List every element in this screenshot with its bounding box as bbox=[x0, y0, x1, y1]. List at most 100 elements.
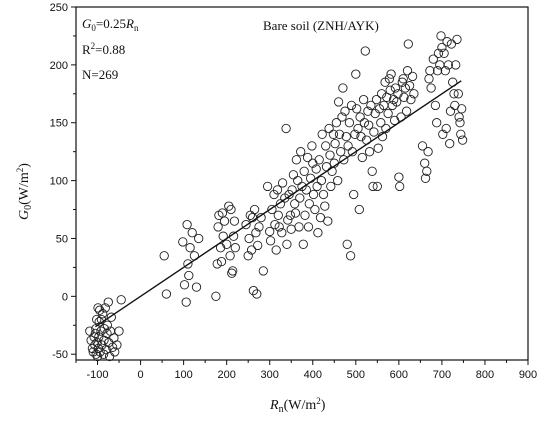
data-point bbox=[346, 100, 357, 111]
data-point bbox=[302, 152, 313, 163]
data-point bbox=[357, 152, 367, 163]
data-point bbox=[243, 251, 253, 261]
data-point bbox=[401, 106, 412, 116]
data-point bbox=[452, 34, 462, 45]
data-point bbox=[307, 141, 317, 151]
data-point bbox=[98, 349, 109, 359]
y-tick-label: 0 bbox=[62, 291, 68, 303]
data-point bbox=[282, 239, 292, 249]
x-tick-label: 300 bbox=[261, 369, 279, 381]
data-point bbox=[402, 66, 413, 76]
axis-ticks bbox=[71, 6, 529, 365]
data-point bbox=[272, 185, 283, 195]
data-point bbox=[299, 166, 309, 176]
data-point bbox=[245, 210, 255, 220]
data-point bbox=[321, 141, 331, 151]
data-point bbox=[251, 228, 261, 238]
data-point bbox=[356, 131, 366, 142]
data-point bbox=[185, 243, 195, 253]
data-point bbox=[397, 77, 407, 87]
data-point bbox=[420, 173, 431, 183]
x-tick-label: 100 bbox=[174, 369, 192, 381]
x-tick-label: 200 bbox=[217, 369, 235, 381]
data-point bbox=[295, 193, 305, 203]
data-point bbox=[277, 228, 287, 238]
data-point bbox=[271, 245, 281, 255]
data-point bbox=[102, 320, 113, 330]
data-point bbox=[110, 347, 120, 357]
annotation-equation: G0=0.25Rn bbox=[82, 16, 139, 33]
data-point bbox=[399, 92, 409, 102]
data-point bbox=[248, 285, 259, 296]
data-point bbox=[103, 297, 113, 307]
y-tick-label: 200 bbox=[50, 60, 68, 72]
data-point bbox=[94, 332, 104, 342]
data-point bbox=[420, 158, 430, 168]
x-tick-label: -100 bbox=[87, 369, 109, 381]
data-point bbox=[288, 170, 299, 180]
data-point bbox=[407, 71, 418, 82]
data-point bbox=[443, 60, 454, 70]
data-point bbox=[360, 46, 370, 56]
data-point bbox=[187, 228, 197, 238]
data-point bbox=[359, 118, 370, 128]
data-point bbox=[254, 222, 264, 232]
fit-line bbox=[94, 80, 462, 328]
data-point bbox=[404, 81, 415, 91]
data-point bbox=[386, 69, 396, 79]
data-point bbox=[436, 31, 446, 41]
data-point bbox=[350, 129, 360, 139]
data-point bbox=[376, 118, 386, 128]
data-point bbox=[383, 108, 393, 119]
data-point bbox=[340, 106, 350, 116]
data-point bbox=[324, 123, 334, 134]
data-point bbox=[373, 143, 383, 153]
data-point bbox=[274, 222, 284, 232]
x-tick-label: 900 bbox=[519, 369, 537, 381]
data-point bbox=[90, 340, 100, 350]
data-point bbox=[342, 239, 352, 249]
data-point bbox=[330, 138, 340, 149]
data-point bbox=[363, 106, 373, 116]
data-point bbox=[226, 204, 236, 215]
data-point bbox=[92, 337, 102, 348]
data-point bbox=[395, 181, 405, 192]
data-point bbox=[384, 74, 395, 84]
data-point bbox=[453, 89, 463, 99]
data-point bbox=[246, 245, 257, 255]
data-point bbox=[451, 60, 461, 70]
data-point bbox=[344, 118, 355, 128]
data-point bbox=[194, 233, 204, 244]
data-point bbox=[400, 83, 410, 93]
data-point bbox=[376, 89, 387, 99]
data-point bbox=[318, 189, 329, 200]
data-point bbox=[334, 129, 345, 139]
data-point bbox=[349, 189, 359, 200]
data-point bbox=[213, 222, 223, 232]
data-point bbox=[244, 233, 254, 244]
data-point bbox=[270, 219, 280, 230]
x-tick-label: 500 bbox=[347, 369, 365, 381]
y-tick-label: -50 bbox=[52, 349, 68, 361]
data-point bbox=[355, 112, 365, 122]
data-point bbox=[159, 251, 169, 261]
data-point bbox=[283, 215, 293, 225]
data-point bbox=[219, 216, 230, 226]
data-point bbox=[385, 85, 395, 95]
data-point bbox=[371, 94, 382, 105]
data-point bbox=[369, 127, 379, 137]
data-point bbox=[430, 100, 441, 111]
data-point bbox=[298, 239, 308, 249]
data-point bbox=[178, 237, 188, 247]
data-point bbox=[358, 94, 369, 105]
data-point bbox=[456, 129, 466, 139]
data-point bbox=[409, 89, 419, 99]
data-point bbox=[325, 150, 335, 160]
annotation-n: N=269 bbox=[82, 67, 118, 82]
x-tick-labels: -100 0 100 200 300 400 500 600 700 800 900 bbox=[87, 369, 538, 381]
data-point bbox=[439, 48, 449, 58]
data-point bbox=[265, 236, 276, 246]
y-tick-label: 100 bbox=[50, 176, 68, 188]
data-point bbox=[440, 66, 450, 76]
data-point bbox=[181, 297, 191, 307]
